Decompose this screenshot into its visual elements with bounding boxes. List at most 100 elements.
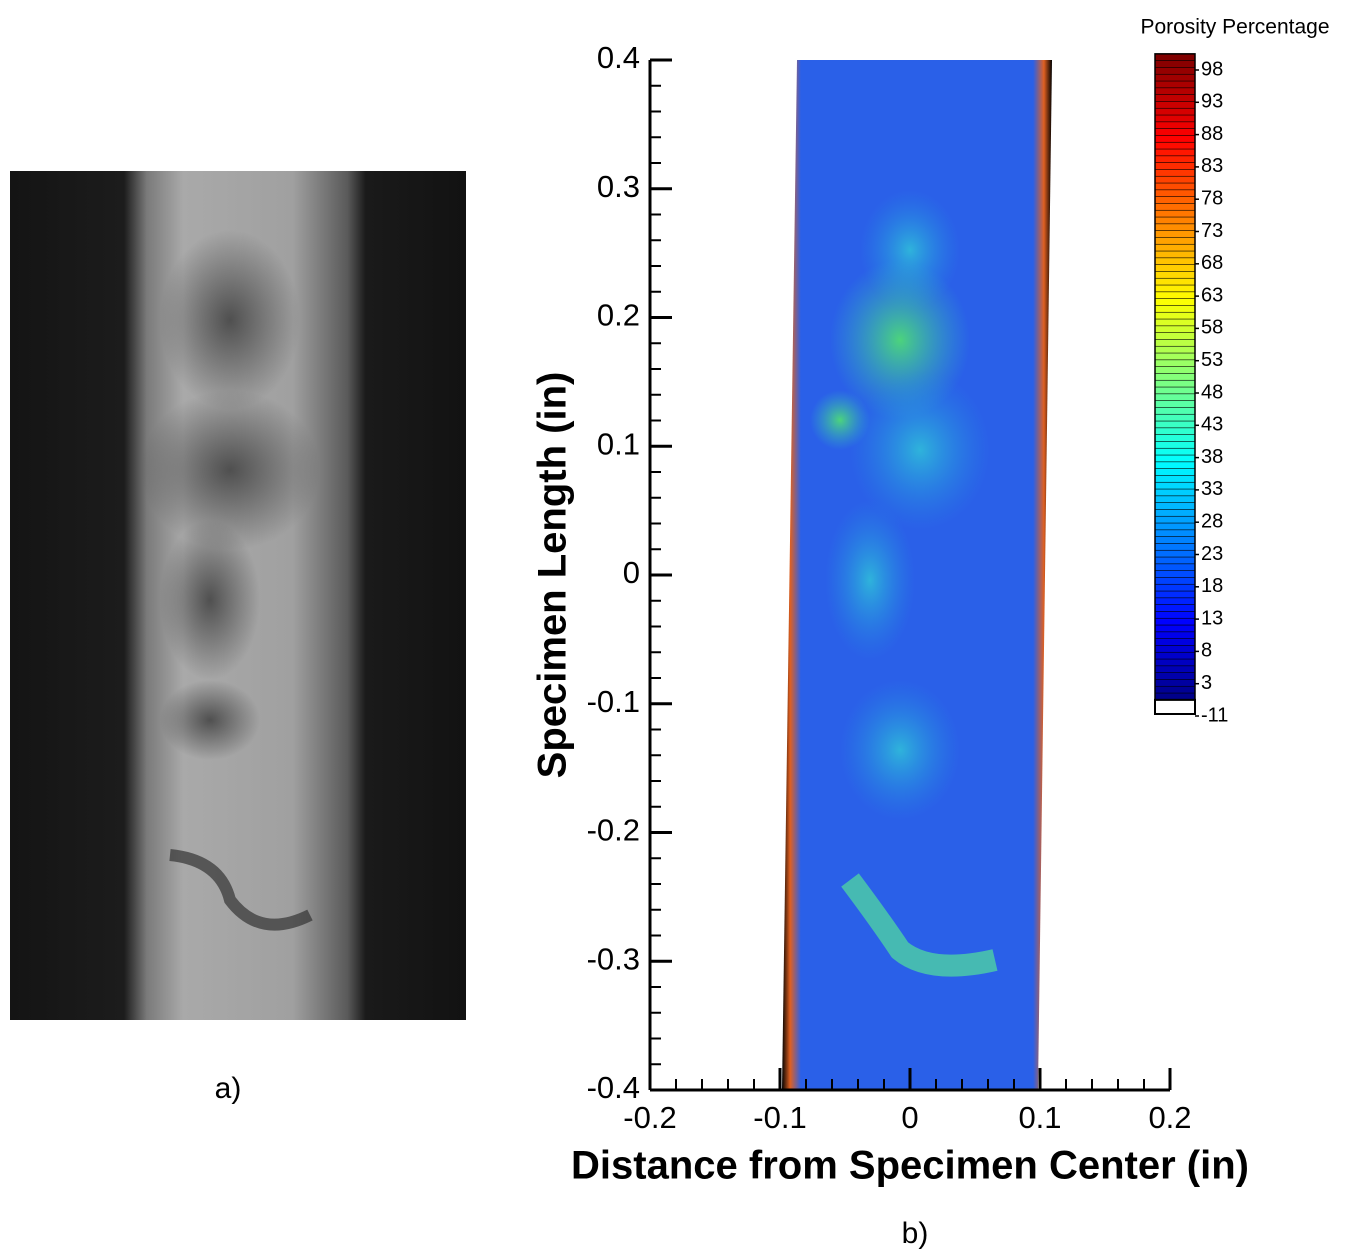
colorbar-title: Porosity Percentage: [1140, 16, 1329, 39]
colorbar-strip: [1154, 67, 1196, 76]
colorbar-tick-label: 8: [1201, 640, 1212, 662]
colorbar-strip: [1154, 264, 1196, 273]
colorbar-tick-label: 53: [1201, 349, 1223, 371]
colorbar-strip: [1154, 318, 1196, 327]
colorbar-strip: [1154, 60, 1196, 69]
colorbar-strip: [1154, 107, 1196, 116]
colorbar-strip: [1154, 407, 1196, 416]
colorbar-tick-label: 88: [1201, 123, 1223, 145]
colorbar-strip: [1154, 128, 1196, 137]
colorbar-strip: [1154, 345, 1196, 354]
colorbar-strip: [1154, 475, 1196, 484]
colorbar-strip: [1154, 441, 1196, 450]
colorbar-tick-label: 38: [1201, 446, 1223, 468]
colorbar-strip: [1154, 148, 1196, 157]
colorbar-strip: [1154, 570, 1196, 579]
colorbar-strip: [1154, 305, 1196, 314]
colorbar-strip: [1154, 651, 1196, 660]
colorbar-strip: [1154, 182, 1196, 191]
colorbar-tick-label: 78: [1201, 187, 1223, 209]
colorbar-strip: [1154, 529, 1196, 538]
colorbar-strip: [1154, 94, 1196, 103]
colorbar-strip: [1154, 611, 1196, 620]
colorbar-strip: [1154, 325, 1196, 334]
colorbar-tick-label: 68: [1201, 252, 1223, 274]
colorbar-strip: [1154, 216, 1196, 225]
panel-label: a): [215, 1072, 242, 1105]
colorbar-strip: [1154, 175, 1196, 184]
colorbar-tick-label: 28: [1201, 510, 1223, 532]
colorbar-strip: [1154, 352, 1196, 361]
colorbar-strip: [1154, 502, 1196, 511]
y-axis-label: Specimen Length (in): [531, 372, 575, 779]
x-tick-label: 0.2: [1148, 1100, 1191, 1135]
colorbar-strip: [1154, 311, 1196, 320]
colorbar-strip: [1154, 658, 1196, 667]
colorbar-strip: [1154, 679, 1196, 688]
colorbar-strip: [1154, 141, 1196, 150]
y-tick-label: 0.4: [597, 40, 640, 75]
colorbar-tick-label: 83: [1201, 155, 1223, 177]
porosity-map: [782, 60, 1052, 1090]
y-tick-label: -0.2: [587, 813, 640, 848]
colorbar-strip: [1154, 522, 1196, 531]
colorbar-strip: [1154, 645, 1196, 654]
colorbar-strip: [1154, 250, 1196, 259]
colorbar-strip: [1154, 461, 1196, 470]
colorbar-strip: [1154, 373, 1196, 382]
colorbar-strip: [1154, 121, 1196, 130]
colorbar-strip: [1154, 665, 1196, 674]
colorbar-strip: [1154, 488, 1196, 497]
colorbar-strip: [1154, 271, 1196, 280]
colorbar-strip: [1154, 604, 1196, 613]
colorbar-strip: [1154, 339, 1196, 348]
colorbar-strip: [1154, 332, 1196, 341]
photo: [10, 171, 466, 1020]
colorbar-strip: [1154, 549, 1196, 558]
y-tick-label: 0: [623, 555, 640, 590]
colorbar-tick-label: 43: [1201, 414, 1223, 436]
colorbar-tick-label: 3: [1201, 672, 1212, 694]
colorbar-tick-label: 63: [1201, 284, 1223, 306]
colorbar-strip: [1154, 203, 1196, 212]
y-tick-label: 0.2: [597, 298, 640, 333]
colorbar-tick-label: 58: [1201, 317, 1223, 339]
colorbar-strip: [1154, 481, 1196, 490]
colorbar-strip: [1154, 400, 1196, 409]
y-tick-label: 0.3: [597, 169, 640, 204]
panel-label: b): [902, 1217, 929, 1250]
colorbar-tick-label: 93: [1201, 91, 1223, 113]
colorbar-strip: [1154, 209, 1196, 218]
colorbar-strip: [1154, 189, 1196, 198]
x-axis-label: Distance from Specimen Center (in): [571, 1144, 1249, 1188]
colorbar-strip: [1154, 577, 1196, 586]
colorbar-strip: [1154, 495, 1196, 504]
colorbar-strip: [1154, 114, 1196, 123]
colorbar-strip: [1154, 386, 1196, 395]
colorbar-strip: [1154, 196, 1196, 205]
colorbar-strip: [1154, 298, 1196, 307]
colorbar-strip: [1154, 509, 1196, 518]
colorbar-strip: [1154, 80, 1196, 89]
colorbar-tick-label: 23: [1201, 543, 1223, 565]
colorbar-strip: [1154, 237, 1196, 246]
colorbar-strip: [1154, 631, 1196, 640]
x-tick-label: -0.2: [623, 1100, 676, 1135]
colorbar-frame: [1154, 53, 1196, 701]
x-tick-label: 0: [901, 1100, 918, 1135]
colorbar-strip: [1154, 638, 1196, 647]
y-tick-label: -0.1: [587, 684, 640, 719]
colorbar-strip: [1154, 468, 1196, 477]
colorbar-strip: [1154, 53, 1196, 62]
colorbar-strip: [1154, 87, 1196, 96]
y-tick-label: -0.4: [587, 1070, 640, 1105]
colorbar-strip: [1154, 284, 1196, 293]
colorbar-strip: [1154, 359, 1196, 368]
colorbar-strip: [1154, 434, 1196, 443]
colorbar-strip: [1154, 393, 1196, 402]
colorbar-strip: [1154, 672, 1196, 681]
x-tick-label: -0.1: [753, 1100, 806, 1135]
colorbar-tick-label: 73: [1201, 220, 1223, 242]
colorbar-strip: [1154, 583, 1196, 592]
